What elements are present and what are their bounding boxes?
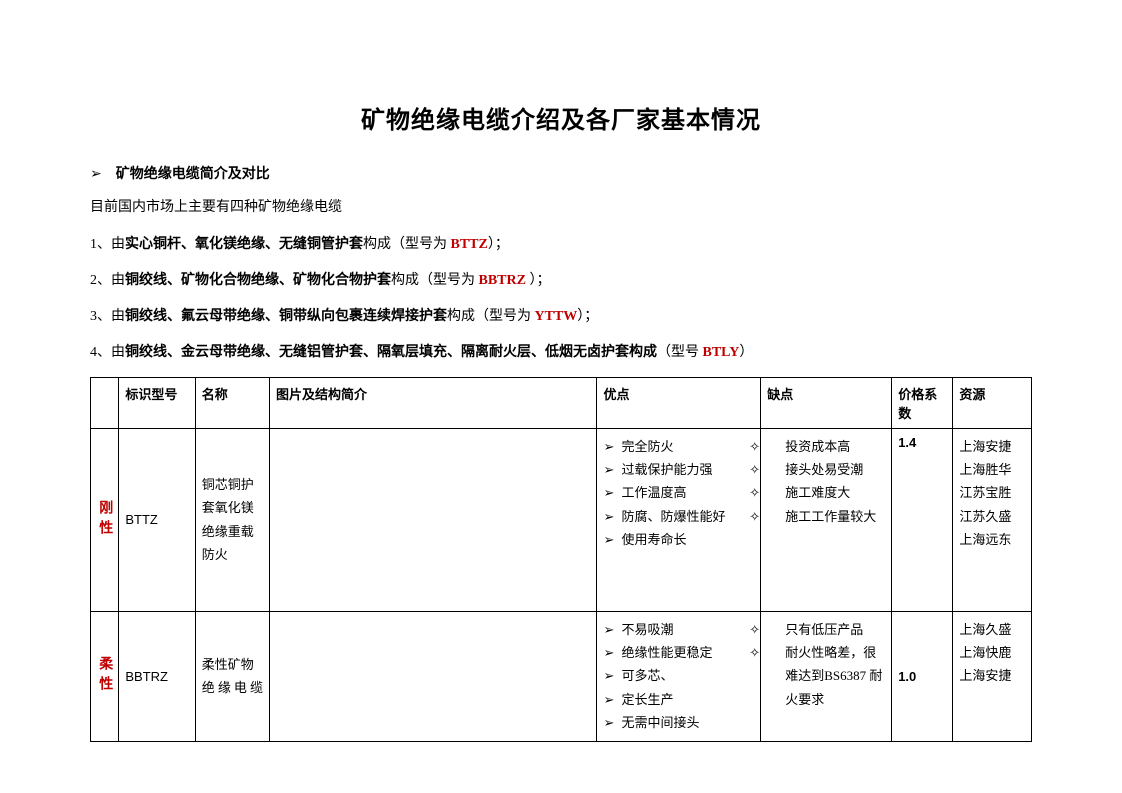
cell-disadvantage: 投资成本高 接头处易受潮 施工难度大 施工工作量较大 bbox=[761, 428, 892, 611]
cell-price: 1.4 bbox=[892, 428, 953, 611]
cell-name: 铜芯铜护套氧化镁绝缘重载防火 bbox=[195, 428, 269, 611]
cell-disadvantage: 只有低压产品 耐火性略差，很难达到BS6387 耐火要求 bbox=[761, 611, 892, 741]
cable-type-3: 3、由铜绞线、氟云母带绝缘、铜带纵向包裹连续焊接护套构成（型号为 YTTW）； bbox=[90, 305, 1032, 329]
cell-price: 1.0 bbox=[892, 611, 953, 741]
th-image: 图片及结构简介 bbox=[270, 377, 597, 428]
section-heading: 矿物绝缘电缆简介及对比 bbox=[90, 163, 1032, 183]
cell-model: BBTRZ bbox=[119, 611, 195, 741]
cell-image bbox=[270, 428, 597, 611]
cell-resource: 上海安捷 上海胜华 江苏宝胜 江苏久盛 上海远东 bbox=[953, 428, 1032, 611]
cell-advantage: 不易吸潮 绝缘性能更稳定 可多芯、 定长生产 无需中间接头 bbox=[597, 611, 761, 741]
th-model: 标识型号 bbox=[119, 377, 195, 428]
cable-type-1: 1、由实心铜杆、氧化镁绝缘、无缝铜管护套构成（型号为 BTTZ）； bbox=[90, 233, 1032, 257]
th-advantage: 优点 bbox=[597, 377, 761, 428]
document-page: 矿物绝缘电缆介绍及各厂家基本情况 矿物绝缘电缆简介及对比 目前国内市场上主要有四… bbox=[0, 0, 1122, 782]
th-name: 名称 bbox=[195, 377, 269, 428]
th-category bbox=[91, 377, 119, 428]
table-header-row: 标识型号 名称 图片及结构简介 优点 缺点 价格系数 资源 bbox=[91, 377, 1032, 428]
table-row: 刚性 BTTZ 铜芯铜护套氧化镁绝缘重载防火 完全防火 过载保护能力强 工作温度… bbox=[91, 428, 1032, 611]
th-disadvantage: 缺点 bbox=[761, 377, 892, 428]
intro-text: 目前国内市场上主要有四种矿物绝缘电缆 bbox=[90, 197, 1032, 219]
cell-advantage: 完全防火 过载保护能力强 工作温度高 防腐、防爆性能好 使用寿命长 bbox=[597, 428, 761, 611]
th-price: 价格系数 bbox=[892, 377, 953, 428]
cell-resource: 上海久盛 上海快鹿 上海安捷 bbox=[953, 611, 1032, 741]
cell-model: BTTZ bbox=[119, 428, 195, 611]
comparison-table: 标识型号 名称 图片及结构简介 优点 缺点 价格系数 资源 刚性 BTTZ 铜芯… bbox=[90, 377, 1032, 742]
cell-name: 柔性矿物绝缘电缆 bbox=[195, 611, 269, 741]
cell-category: 刚性 bbox=[91, 428, 119, 611]
cell-image bbox=[270, 611, 597, 741]
cable-type-4: 4、由铜绞线、金云母带绝缘、无缝铝管护套、隔氧层填充、隔离耐火层、低烟无卤护套构… bbox=[90, 341, 1032, 365]
page-title: 矿物绝缘电缆介绍及各厂家基本情况 bbox=[90, 100, 1032, 135]
cable-type-2: 2、由铜绞线、矿物化合物绝缘、矿物化合物护套构成（型号为 BBTRZ ）； bbox=[90, 269, 1032, 293]
th-resource: 资源 bbox=[953, 377, 1032, 428]
cell-category: 柔性 bbox=[91, 611, 119, 741]
table-row: 柔性 BBTRZ 柔性矿物绝缘电缆 不易吸潮 绝缘性能更稳定 可多芯、 定长生产… bbox=[91, 611, 1032, 741]
